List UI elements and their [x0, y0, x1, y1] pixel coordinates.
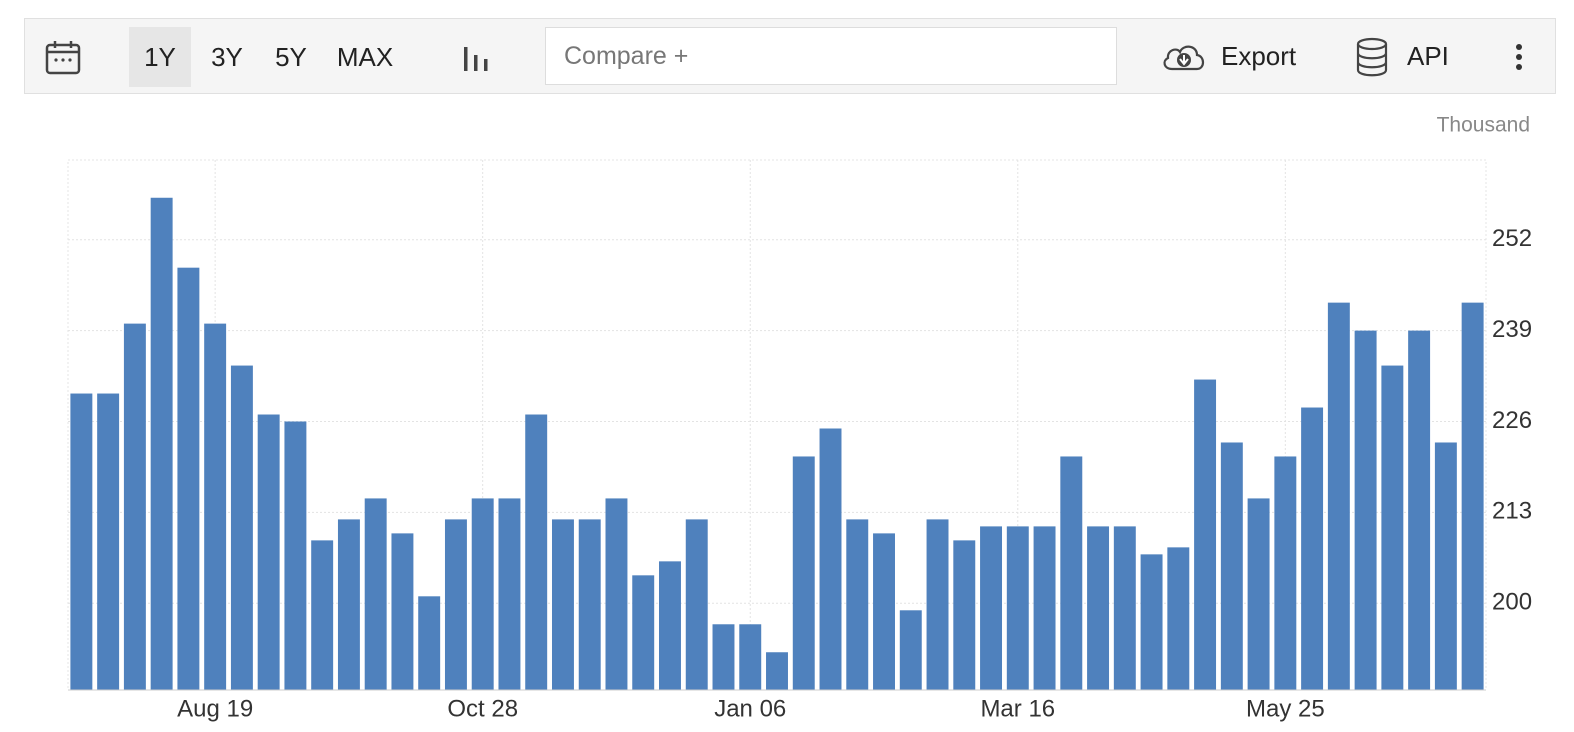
bar [766, 652, 788, 690]
bar [980, 526, 1003, 690]
bar [1113, 526, 1136, 690]
y-tick-label: 239 [1492, 316, 1532, 343]
bar [444, 519, 467, 690]
bar [1033, 526, 1056, 690]
x-tick-label: Mar 16 [980, 695, 1055, 722]
range-button[interactable]: MAX [336, 42, 394, 72]
bar [926, 519, 949, 690]
compare-input[interactable]: Compare + [545, 27, 1117, 85]
bar [230, 365, 253, 690]
bar [1140, 554, 1163, 690]
unit-label: Thousand [1437, 114, 1530, 137]
bar [605, 498, 628, 690]
bar [1167, 547, 1190, 690]
bar [1247, 498, 1270, 690]
bar [712, 624, 735, 690]
bar [1060, 456, 1083, 690]
bar [1434, 442, 1457, 690]
bar [204, 323, 227, 690]
calendar-icon[interactable] [45, 39, 81, 75]
y-tick-label: 213 [1492, 498, 1532, 525]
bar [1087, 526, 1110, 690]
bar [1408, 330, 1431, 690]
bar [150, 197, 173, 690]
bar [337, 519, 360, 690]
bar [899, 610, 922, 690]
toolbar: 1Y 3Y 5Y MAX Compare + Export API [24, 18, 1556, 94]
x-tick-label: Aug 19 [177, 695, 253, 722]
bar [525, 414, 548, 690]
export-icon[interactable] [1161, 41, 1207, 73]
bar [177, 267, 200, 690]
api-icon[interactable] [1355, 37, 1389, 77]
api-button[interactable]: API [1407, 40, 1449, 71]
bar [846, 519, 869, 690]
bar [659, 561, 681, 690]
bar [792, 456, 815, 690]
range-button[interactable]: 1Y [129, 27, 191, 87]
bar [1461, 302, 1484, 690]
y-tick-label: 200 [1492, 589, 1532, 616]
chart-type-icon[interactable] [461, 43, 491, 73]
y-tick-label: 226 [1492, 407, 1532, 434]
bar [311, 540, 334, 690]
more-icon[interactable] [1511, 43, 1527, 73]
bar [364, 498, 387, 690]
export-button[interactable]: Export [1221, 40, 1297, 71]
bar [97, 393, 120, 690]
bar [1327, 302, 1350, 690]
bar [284, 421, 307, 690]
range-button[interactable]: 3Y [211, 42, 243, 72]
bar [1274, 456, 1297, 690]
bar [471, 498, 494, 690]
bar [739, 624, 762, 690]
bar [123, 323, 146, 690]
x-tick-label: Jan 06 [714, 695, 786, 722]
bar [391, 533, 414, 690]
range-button[interactable]: 5Y [275, 42, 307, 72]
bar [1194, 379, 1217, 690]
bar [1301, 407, 1324, 690]
y-tick-label: 252 [1492, 225, 1532, 252]
bar [1381, 365, 1404, 690]
bar [551, 519, 574, 690]
bar [819, 428, 842, 690]
bar [1354, 330, 1377, 690]
bar [873, 533, 895, 690]
bar [632, 575, 655, 690]
bar [418, 596, 441, 690]
bar [953, 540, 976, 690]
bar [70, 393, 93, 690]
bar [685, 519, 708, 690]
bar [257, 414, 280, 690]
x-tick-label: Oct 28 [447, 695, 518, 722]
x-tick-label: May 25 [1246, 695, 1325, 722]
bar [578, 519, 601, 690]
bar [498, 498, 521, 690]
bar [1220, 442, 1243, 690]
bar [1006, 526, 1029, 690]
